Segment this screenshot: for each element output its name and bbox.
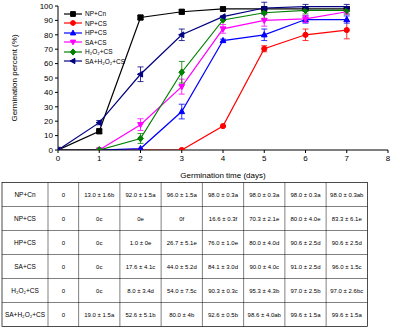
svg-text:0c: 0c bbox=[96, 288, 102, 294]
svg-text:98.0 ± 0.3a: 98.0 ± 0.3a bbox=[208, 192, 239, 198]
svg-text:0: 0 bbox=[62, 288, 66, 294]
svg-text:0e: 0e bbox=[137, 216, 144, 222]
svg-text:SA+CS: SA+CS bbox=[14, 263, 36, 270]
svg-text:Germination time (days): Germination time (days) bbox=[180, 171, 266, 180]
html-text:SA+H₂O₂+CS: SA+H₂O₂+CS bbox=[85, 57, 126, 65]
svg-text:80.0 ± 4b: 80.0 ± 4b bbox=[169, 312, 195, 318]
svg-text:70: 70 bbox=[44, 45, 53, 54]
svg-text:SA+H₂O₂+CS: SA+H₂O₂+CS bbox=[8, 311, 46, 318]
svg-text:90.6 ± 2.5d: 90.6 ± 2.5d bbox=[332, 240, 362, 246]
svg-text:8: 8 bbox=[386, 154, 391, 163]
svg-text:92.0 ± 1.5a: 92.0 ± 1.5a bbox=[126, 192, 157, 198]
svg-text:13.0 ± 1.6b: 13.0 ± 1.6b bbox=[84, 192, 115, 198]
html-text:NP+Cn: NP+Cn bbox=[85, 10, 107, 17]
html-text:NP+CS: NP+CS bbox=[85, 19, 107, 27]
svg-text:98.0 ± 0.3ab: 98.0 ± 0.3ab bbox=[330, 192, 364, 198]
svg-text:0c: 0c bbox=[96, 264, 102, 270]
svg-text:83.3 ± 6.1e: 83.3 ± 6.1e bbox=[332, 216, 363, 222]
svg-text:10: 10 bbox=[44, 131, 53, 140]
svg-text:19.0 ± 1.5a: 19.0 ± 1.5a bbox=[84, 312, 115, 318]
svg-text:80.0 ± 4.0e: 80.0 ± 4.0e bbox=[291, 216, 322, 222]
svg-text:0: 0 bbox=[56, 154, 61, 163]
svg-text:0f: 0f bbox=[179, 216, 184, 222]
svg-text:96.0 ± 1.5c: 96.0 ± 1.5c bbox=[332, 264, 362, 270]
svg-text:90.6 ± 2.5d: 90.6 ± 2.5d bbox=[291, 240, 321, 246]
svg-text:5: 5 bbox=[262, 154, 267, 163]
svg-text:Germination percent (%): Germination percent (%) bbox=[10, 34, 19, 121]
svg-text:95.3 ± 4.3b: 95.3 ± 4.3b bbox=[249, 288, 280, 294]
svg-text:76.0 ± 1.0e: 76.0 ± 1.0e bbox=[208, 240, 239, 246]
svg-text:8.0 ± 3.4d: 8.0 ± 3.4d bbox=[127, 288, 154, 294]
svg-text:52.6 ± 5.1b: 52.6 ± 5.1b bbox=[126, 312, 157, 318]
svg-text:3: 3 bbox=[180, 154, 185, 163]
svg-text:30: 30 bbox=[44, 103, 53, 112]
svg-text:0: 0 bbox=[62, 216, 66, 222]
svg-text:26.7 ± 5.1e: 26.7 ± 5.1e bbox=[167, 240, 198, 246]
svg-text:98.0 ± 0.3a: 98.0 ± 0.3a bbox=[249, 192, 280, 198]
svg-text:91.0 ± 2.5d: 91.0 ± 2.5d bbox=[291, 264, 321, 270]
svg-text:80: 80 bbox=[44, 31, 53, 40]
svg-text:60: 60 bbox=[44, 59, 53, 68]
html-text:SA+CS: SA+CS bbox=[85, 38, 107, 46]
svg-text:NP+Cn: NP+Cn bbox=[14, 191, 36, 198]
html-text:H₂O₂+CS: H₂O₂+CS bbox=[85, 48, 113, 55]
svg-text:96.0 ± 1.5a: 96.0 ± 1.5a bbox=[167, 192, 198, 198]
svg-text:0: 0 bbox=[62, 264, 66, 270]
svg-text:7: 7 bbox=[345, 154, 350, 163]
svg-text:2: 2 bbox=[138, 154, 143, 163]
svg-text:0c: 0c bbox=[96, 240, 102, 246]
svg-text:99.6 ± 1.5a: 99.6 ± 1.5a bbox=[291, 312, 322, 318]
svg-text:0: 0 bbox=[62, 240, 66, 246]
svg-text:90: 90 bbox=[44, 16, 53, 25]
svg-text:44.0 ± 5.2d: 44.0 ± 5.2d bbox=[167, 264, 197, 270]
svg-text:70.3 ± 2.1e: 70.3 ± 2.1e bbox=[249, 216, 280, 222]
svg-text:98.6 ± 4.0ab: 98.6 ± 4.0ab bbox=[248, 312, 282, 318]
svg-text:H₂O₂+CS: H₂O₂+CS bbox=[11, 287, 39, 294]
svg-text:0c: 0c bbox=[96, 216, 102, 222]
svg-text:16.6 ± 0.3f: 16.6 ± 0.3f bbox=[209, 216, 238, 222]
svg-text:17.6 ± 4.1c: 17.6 ± 4.1c bbox=[126, 264, 156, 270]
svg-text:1.0 ± 0e: 1.0 ± 0e bbox=[130, 240, 152, 246]
svg-text:80.0 ± 4.0d: 80.0 ± 4.0d bbox=[249, 240, 279, 246]
svg-text:90.0 ± 4.0c: 90.0 ± 4.0c bbox=[249, 264, 279, 270]
svg-text:97.0 ± 2.6bc: 97.0 ± 2.6bc bbox=[330, 288, 363, 294]
svg-text:84.1 ± 3.0d: 84.1 ± 3.0d bbox=[208, 264, 238, 270]
svg-text:0: 0 bbox=[62, 192, 66, 198]
svg-text:0: 0 bbox=[62, 312, 66, 318]
svg-text:40: 40 bbox=[44, 88, 53, 97]
svg-text:98.0 ± 0.3a: 98.0 ± 0.3a bbox=[291, 192, 322, 198]
svg-text:0: 0 bbox=[49, 146, 54, 155]
svg-text:HP+CS: HP+CS bbox=[14, 239, 37, 246]
html-text:HP+CS: HP+CS bbox=[85, 29, 107, 36]
svg-text:4: 4 bbox=[221, 154, 226, 163]
svg-text:90.3 ± 0.3c: 90.3 ± 0.3c bbox=[208, 288, 238, 294]
svg-text:54.0 ± 7.5c: 54.0 ± 7.5c bbox=[167, 288, 197, 294]
svg-text:50: 50 bbox=[44, 74, 53, 83]
svg-text:100: 100 bbox=[40, 2, 54, 11]
svg-text:92.6 ± 0.5b: 92.6 ± 0.5b bbox=[208, 312, 239, 318]
svg-text:1: 1 bbox=[97, 154, 102, 163]
svg-text:99.6 ± 1.5a: 99.6 ± 1.5a bbox=[332, 312, 363, 318]
svg-text:97.0 ± 2.5b: 97.0 ± 2.5b bbox=[291, 288, 322, 294]
svg-text:6: 6 bbox=[303, 154, 308, 163]
svg-text:NP+CS: NP+CS bbox=[14, 215, 37, 222]
svg-text:20: 20 bbox=[44, 117, 53, 126]
